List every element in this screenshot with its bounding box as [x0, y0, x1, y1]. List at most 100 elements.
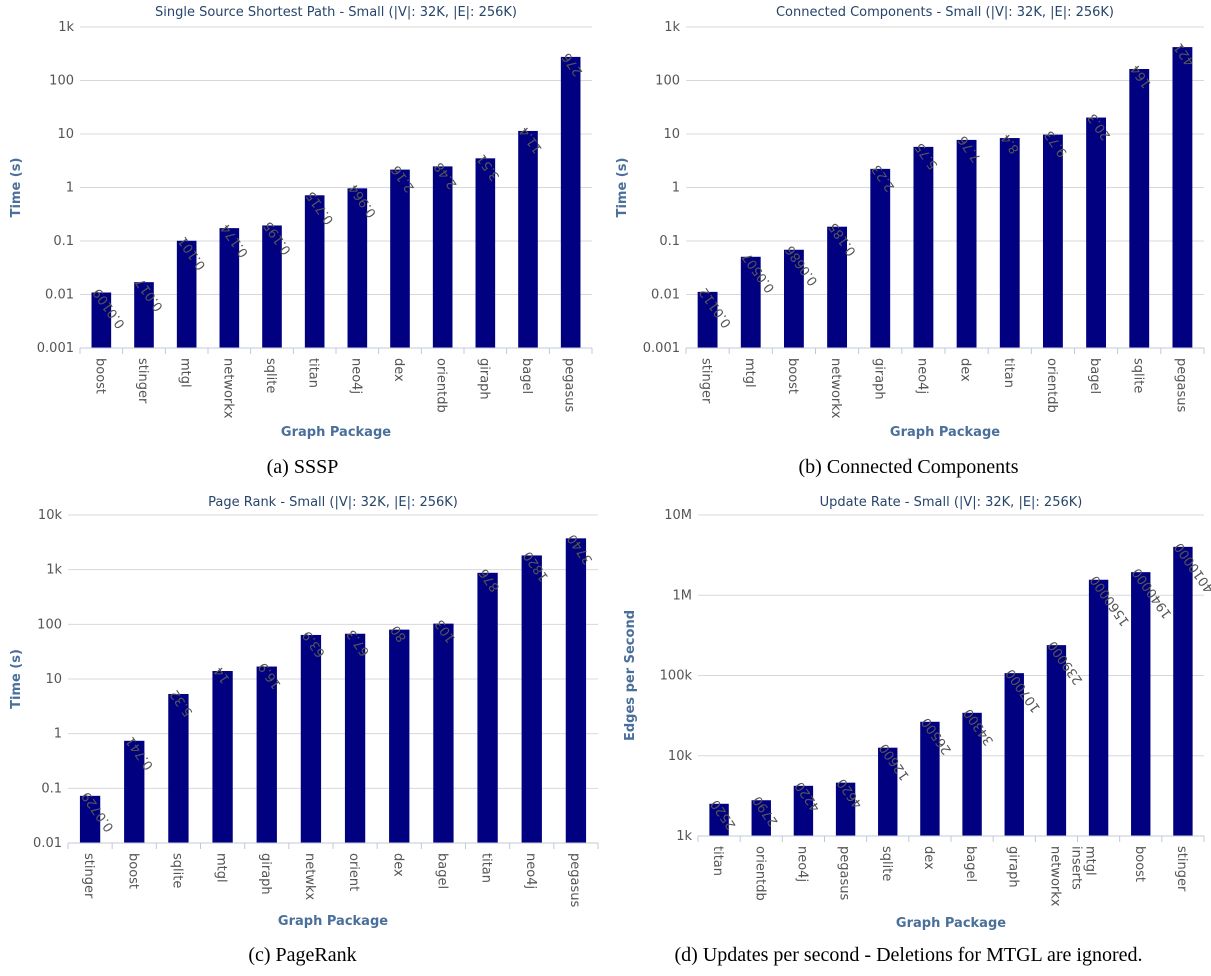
- bar-orientdb: [751, 800, 771, 836]
- x-tick-label: mtgl: [742, 358, 757, 388]
- chart-sssp: Single Source Shortest Path - Small (|V|…: [0, 0, 605, 450]
- bar-giraph: [256, 666, 277, 843]
- bar-titan: [477, 572, 498, 843]
- x-tick-label: orient: [346, 853, 361, 891]
- x-tick-label: mtgl: [214, 853, 229, 883]
- bar-stinger: [1173, 546, 1193, 836]
- x-tick-label: neo4j: [523, 853, 538, 889]
- bar-stinger: [79, 795, 101, 843]
- x-tick-label: neo4j: [794, 846, 809, 882]
- bar-boost: [783, 249, 804, 348]
- y-tick-label: 10: [663, 127, 680, 142]
- x-tick-label: bagel: [1087, 358, 1102, 394]
- bar-pegasus: [1172, 47, 1193, 349]
- bar-pegasus: [835, 782, 856, 836]
- bar-orientdb: [432, 166, 453, 348]
- x-tick-label: stinger: [1174, 846, 1189, 892]
- bar-dex: [389, 629, 410, 843]
- x-tick-label: pegasus: [562, 358, 577, 412]
- x-tick-label: bagel: [434, 853, 449, 889]
- y-tick-label: 1k: [676, 829, 692, 844]
- chart-update-rate-svg: Update Rate - Small (|V|: 32K, |E|: 256K…: [623, 495, 1211, 931]
- x-tick-label: bagel: [519, 358, 534, 394]
- y-tick-label: 1: [672, 181, 680, 196]
- x-axis-title: Graph Package: [281, 425, 391, 440]
- bar-sqlite: [168, 693, 189, 843]
- bar-dex: [390, 169, 410, 348]
- y-axis-title: Time (s): [615, 158, 630, 218]
- chart-connected-components: Connected Components - Small (|V|: 32K, …: [606, 0, 1211, 450]
- x-axis-title: Graph Package: [896, 916, 1006, 931]
- caption-connected-components: (b) Connected Components: [798, 456, 1019, 478]
- y-tick-label: 1: [54, 727, 62, 742]
- x-tick-label: bagel: [963, 846, 978, 882]
- y-tick-label: 0.1: [53, 234, 74, 249]
- bar-orient: [344, 633, 366, 843]
- bar-networkx: [827, 226, 848, 348]
- x-axis-title: Graph Package: [890, 425, 1000, 440]
- x-tick-label: dex: [390, 853, 405, 877]
- bar-bagel: [962, 712, 982, 836]
- x-tick-label: stinger: [81, 853, 96, 899]
- x-tick-label: dex: [958, 358, 973, 382]
- x-tick-label: orientdb: [752, 846, 767, 901]
- y-tick-label: 0.001: [643, 341, 680, 356]
- y-tick-label: 0.1: [659, 234, 680, 249]
- x-tick-label: boost: [785, 358, 800, 394]
- x-tick-label: giraph: [871, 358, 886, 400]
- x-tick-label: orientdb: [1044, 358, 1059, 413]
- chart-pagerank-svg: Page Rank - Small (|V|: 32K, |E|: 256K) 0…: [9, 495, 599, 929]
- y-tick-label: 1k: [46, 563, 62, 578]
- x-tick-label: sqlite: [169, 853, 184, 888]
- y-tick-label: 0.01: [33, 836, 62, 851]
- chart-title: Page Rank - Small (|V|: 32K, |E|: 256K): [208, 495, 458, 510]
- x-tick-label: networkx: [220, 358, 235, 419]
- x-tick-label: pegasus: [837, 846, 852, 900]
- bar-titan: [709, 803, 729, 836]
- y-tick-label: 100k: [660, 669, 693, 684]
- y-tick-label: 10k: [38, 508, 63, 523]
- y-tick-label: 1k: [58, 20, 74, 35]
- x-tick-label: networkx: [1047, 846, 1062, 907]
- x-tick-label: giraph: [1005, 846, 1020, 888]
- y-axis-title: Time (s): [9, 158, 24, 218]
- bar-boost: [1131, 572, 1151, 836]
- x-tick-label-line: mtgl: [1083, 846, 1098, 876]
- y-tick-label: 0.001: [37, 341, 74, 356]
- x-tick-label: pegasus: [567, 853, 582, 907]
- x-tick-label: boost: [125, 853, 140, 889]
- x-tick-label: networkx: [828, 358, 843, 419]
- x-tick-label: titan: [306, 358, 321, 388]
- x-tick-label: titan: [479, 853, 494, 883]
- y-tick-label: 10: [45, 672, 62, 687]
- bar-networkx: [1046, 645, 1067, 836]
- bar-dex: [956, 139, 977, 348]
- x-tick-label: netwkx: [302, 853, 317, 900]
- x-tick-label: dex: [391, 358, 406, 382]
- bar-giraph: [1004, 673, 1024, 836]
- y-tick-label: 10k: [668, 749, 693, 764]
- bar-networkx: [219, 228, 240, 348]
- y-tick-label: 0.1: [41, 781, 62, 796]
- x-tick-label: dex: [921, 846, 936, 870]
- bar-orientdb: [1042, 134, 1063, 348]
- x-tick-label: giraph: [476, 358, 491, 400]
- bar-bagel: [1086, 117, 1107, 348]
- chart-connected-components-svg: Connected Components - Small (|V|: 32K, …: [615, 5, 1205, 440]
- y-axis-title: Edges per Second: [623, 610, 638, 741]
- x-tick-label: orientdb: [434, 358, 449, 413]
- x-tick-label: boost: [92, 358, 107, 394]
- x-tick-label: mtgl: [178, 358, 193, 388]
- y-tick-label: 10: [57, 127, 74, 142]
- x-tick-label: stinger: [135, 358, 150, 404]
- y-tick-label: 0.01: [651, 288, 680, 303]
- bar-sqlite: [878, 747, 898, 836]
- bar-stinger: [697, 291, 718, 348]
- chart-title: Connected Components - Small (|V|: 32K, …: [776, 5, 1114, 20]
- caption-sssp: (a) SSSP: [266, 456, 339, 478]
- x-tick-label: boost: [1132, 846, 1147, 882]
- caption-update-rate: (d) Updates per second - Deletions for M…: [674, 944, 1143, 966]
- bar-netwkx: [300, 634, 322, 843]
- x-axis-title: Graph Package: [278, 914, 388, 929]
- x-tick-label: titan: [710, 846, 725, 876]
